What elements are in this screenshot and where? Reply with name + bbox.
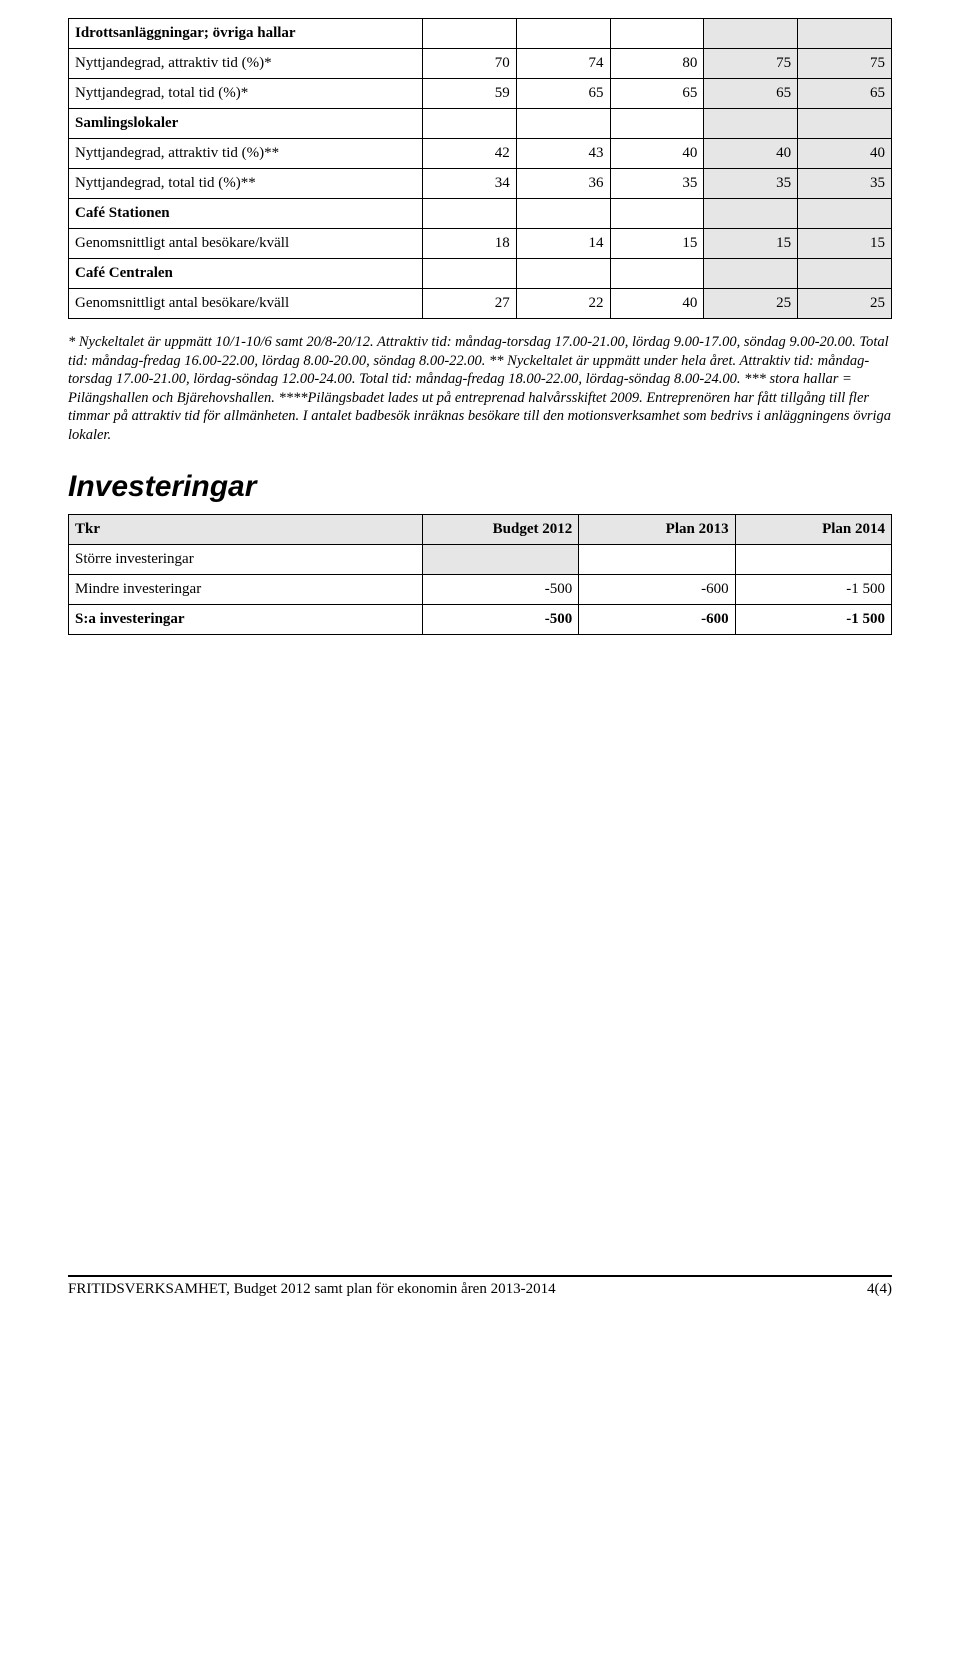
row-label: Nyttjandegrad, attraktiv tid (%)** — [69, 139, 423, 169]
table-row: Större investeringar — [69, 545, 892, 575]
row-label: Mindre investeringar — [69, 575, 423, 605]
cell-value: 65 — [516, 79, 610, 109]
cell-value: -1 500 — [735, 575, 891, 605]
cell-value — [516, 109, 610, 139]
cell-value — [422, 259, 516, 289]
cell-value: 25 — [704, 289, 798, 319]
table-row: Genomsnittligt antal besökare/kväll27224… — [69, 289, 892, 319]
cell-value: 35 — [798, 169, 892, 199]
cell-value: 22 — [516, 289, 610, 319]
table-row: Nyttjandegrad, total tid (%)*5965656565 — [69, 79, 892, 109]
cell-value: 43 — [516, 139, 610, 169]
cell-value: 42 — [422, 139, 516, 169]
investeringar-heading: Investeringar — [68, 470, 892, 504]
row-label: Samlingslokaler — [69, 109, 423, 139]
cell-value — [610, 109, 704, 139]
table-row: Café Centralen — [69, 259, 892, 289]
table-row: S:a investeringar-500-600-1 500 — [69, 605, 892, 635]
col-header: Plan 2013 — [579, 515, 735, 545]
cell-value: 65 — [610, 79, 704, 109]
cell-value — [735, 545, 891, 575]
cell-value: 40 — [704, 139, 798, 169]
cell-value — [422, 109, 516, 139]
cell-value: 65 — [704, 79, 798, 109]
cell-value — [579, 545, 735, 575]
cell-value — [516, 19, 610, 49]
cell-value: -600 — [579, 605, 735, 635]
cell-value: 36 — [516, 169, 610, 199]
row-label: Café Centralen — [69, 259, 423, 289]
table-row: Genomsnittligt antal besökare/kväll18141… — [69, 229, 892, 259]
cell-value: 75 — [704, 49, 798, 79]
row-label: Genomsnittligt antal besökare/kväll — [69, 289, 423, 319]
cell-value: 35 — [704, 169, 798, 199]
col-header: Budget 2012 — [422, 515, 578, 545]
cell-value — [422, 199, 516, 229]
cell-value: 70 — [422, 49, 516, 79]
cell-value: 80 — [610, 49, 704, 79]
table-row: Nyttjandegrad, attraktiv tid (%)**424340… — [69, 139, 892, 169]
cell-value — [798, 259, 892, 289]
cell-value: 27 — [422, 289, 516, 319]
cell-value — [704, 199, 798, 229]
row-label: Nyttjandegrad, total tid (%)* — [69, 79, 423, 109]
table-row: Samlingslokaler — [69, 109, 892, 139]
row-label: Genomsnittligt antal besökare/kväll — [69, 229, 423, 259]
cell-value: 14 — [516, 229, 610, 259]
cell-value: 15 — [610, 229, 704, 259]
cell-value: 65 — [798, 79, 892, 109]
footer-right: 4(4) — [867, 1281, 892, 1298]
row-label: Nyttjandegrad, attraktiv tid (%)* — [69, 49, 423, 79]
row-label: Nyttjandegrad, total tid (%)** — [69, 169, 423, 199]
cell-value — [516, 259, 610, 289]
table-row: Nyttjandegrad, total tid (%)**3436353535 — [69, 169, 892, 199]
indicators-table: Idrottsanläggningar; övriga hallarNyttja… — [68, 18, 892, 319]
col-header: Plan 2014 — [735, 515, 891, 545]
cell-value: -500 — [422, 575, 578, 605]
cell-value: -500 — [422, 605, 578, 635]
cell-value: 25 — [798, 289, 892, 319]
cell-value: -600 — [579, 575, 735, 605]
cell-value — [610, 199, 704, 229]
cell-value — [798, 109, 892, 139]
cell-value: 59 — [422, 79, 516, 109]
invest-table: TkrBudget 2012Plan 2013Plan 2014 Större … — [68, 514, 892, 635]
cell-value: 40 — [610, 139, 704, 169]
col-header-label: Tkr — [69, 515, 423, 545]
cell-value — [516, 199, 610, 229]
footer-rule — [68, 1275, 892, 1277]
row-label: S:a investeringar — [69, 605, 423, 635]
cell-value — [798, 199, 892, 229]
row-label: Café Stationen — [69, 199, 423, 229]
cell-value: 40 — [798, 139, 892, 169]
cell-value: -1 500 — [735, 605, 891, 635]
cell-value — [610, 259, 704, 289]
page-footer: FRITIDSVERKSAMHET, Budget 2012 samt plan… — [68, 1275, 892, 1298]
cell-value: 74 — [516, 49, 610, 79]
table-row: Nyttjandegrad, attraktiv tid (%)*7074807… — [69, 49, 892, 79]
footnotes-text: * Nyckeltalet är uppmätt 10/1-10/6 samt … — [68, 333, 892, 444]
footer-left: FRITIDSVERKSAMHET, Budget 2012 samt plan… — [68, 1281, 556, 1298]
cell-value — [422, 545, 578, 575]
table-row: Mindre investeringar-500-600-1 500 — [69, 575, 892, 605]
cell-value: 40 — [610, 289, 704, 319]
row-label: Idrottsanläggningar; övriga hallar — [69, 19, 423, 49]
cell-value — [610, 19, 704, 49]
cell-value — [422, 19, 516, 49]
table-row: Idrottsanläggningar; övriga hallar — [69, 19, 892, 49]
cell-value: 18 — [422, 229, 516, 259]
table-row: Café Stationen — [69, 199, 892, 229]
cell-value — [704, 259, 798, 289]
cell-value: 75 — [798, 49, 892, 79]
cell-value — [798, 19, 892, 49]
cell-value — [704, 19, 798, 49]
cell-value: 15 — [798, 229, 892, 259]
cell-value — [704, 109, 798, 139]
cell-value: 35 — [610, 169, 704, 199]
row-label: Större investeringar — [69, 545, 423, 575]
cell-value: 15 — [704, 229, 798, 259]
cell-value: 34 — [422, 169, 516, 199]
